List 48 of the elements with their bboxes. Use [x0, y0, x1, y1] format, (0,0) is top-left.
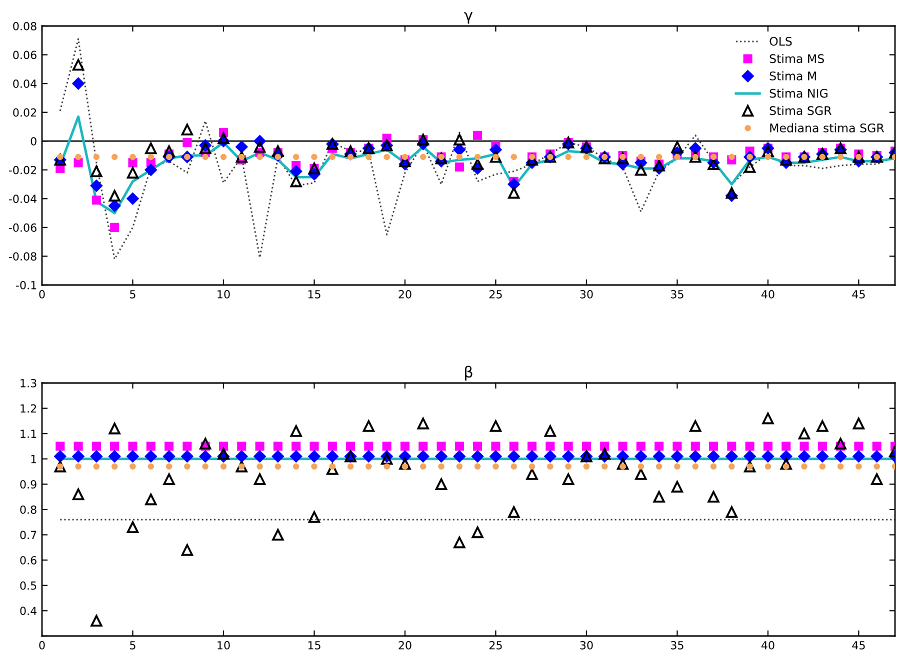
y-tick-label: -0.02	[8, 166, 36, 174]
x-tick-label: 15	[308, 290, 320, 298]
x-tick-label: 25	[489, 641, 502, 650]
x-tick-label: 5	[130, 641, 136, 650]
y-tick-label: 0.7	[20, 530, 36, 540]
x-tick-label: 45	[852, 641, 865, 650]
legend-label: OLS	[770, 36, 792, 46]
x-tick-label: 30	[580, 290, 593, 298]
legend-label: Stima SGR	[770, 106, 832, 116]
x-tick-label: 35	[670, 290, 684, 298]
y-tick-label: 0	[30, 137, 36, 146]
y-tick-label: -0.04	[8, 194, 37, 204]
x-tick-label: 5	[130, 290, 136, 298]
x-tick-label: 10	[218, 641, 230, 650]
y-tick-label: 0.9	[20, 480, 36, 489]
legend-label: Stima MS	[770, 54, 824, 64]
legend-label: Stima NIG	[770, 88, 828, 98]
x-tick-label: 15	[308, 641, 320, 650]
x-tick-label: 40	[761, 641, 774, 650]
y-tick-label: 1.2	[20, 404, 36, 413]
x-tick-label: 45	[852, 290, 865, 298]
x-tick-label: 20	[398, 290, 412, 298]
chart-title: β	[465, 366, 472, 381]
y-tick-label: 0.08	[13, 22, 36, 30]
y-tick-label: -0.1	[16, 280, 36, 290]
chart-title: γ	[464, 12, 473, 24]
x-tick-label: 35	[670, 641, 684, 650]
y-tick-label: -0.08	[8, 252, 36, 261]
x-tick-label: 25	[489, 290, 502, 298]
y-tick-label: -0.06	[8, 223, 36, 232]
y-tick-label: 1.1	[20, 430, 36, 438]
x-tick-label: 30	[580, 641, 593, 650]
y-tick-label: 0.4	[20, 606, 37, 616]
x-tick-label: 0	[39, 290, 45, 298]
y-tick-label: 0.5	[20, 581, 36, 590]
y-tick-label: 0.02	[13, 108, 36, 117]
x-tick-label: 20	[398, 641, 412, 650]
y-tick-label: 0.06	[13, 50, 36, 60]
x-tick-label: 10	[218, 290, 230, 298]
y-tick-label: 0.04	[13, 80, 37, 88]
x-tick-label: 0	[39, 641, 45, 650]
y-tick-label: 0.8	[20, 505, 36, 514]
legend-label: Stima M	[770, 71, 816, 80]
legend-label: Mediana stima SGR	[770, 123, 884, 132]
x-tick-label: 40	[761, 290, 774, 298]
y-tick-label: 1	[31, 455, 36, 464]
y-tick-label: 1.3	[20, 378, 36, 388]
y-tick-label: 0.6	[20, 556, 36, 564]
